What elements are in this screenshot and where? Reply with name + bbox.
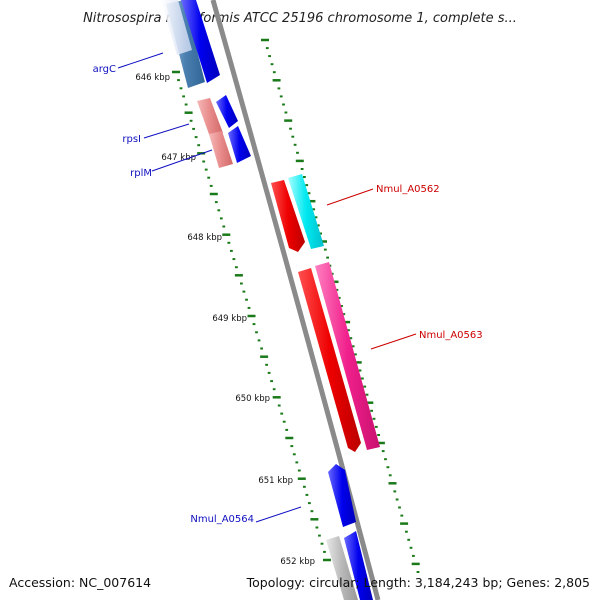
gene-rplM[interactable] — [209, 131, 233, 168]
gene-faded-top — [161, 0, 192, 55]
gene-forward-3[interactable] — [228, 126, 251, 163]
tick-track — [172, 38, 420, 573]
leader-rpsI — [143, 123, 190, 139]
tick-label-651: 651 kbp — [258, 476, 293, 486]
tick-label-652: 652 kbp — [280, 557, 315, 567]
gene-forward-1[interactable] — [181, 0, 220, 83]
gene-Nmul-A0564[interactable] — [328, 464, 356, 527]
tick-label-647: 647 kbp — [161, 153, 196, 163]
tick-label-646: 646 kbp — [135, 73, 170, 83]
gene-Nmul-A0562[interactable] — [271, 180, 305, 252]
gene-label-Nmul-A0564[interactable]: Nmul_A0564 — [190, 514, 254, 525]
tick-label-649: 649 kbp — [212, 314, 247, 324]
gene-label-rpsI[interactable]: rpsI — [122, 134, 141, 145]
gene-labels: argC rpsI rplM Nmul_A0562 Nmul_A0563 Nmu… — [93, 52, 483, 525]
leader-argC — [117, 52, 164, 69]
gene-Nmul-A0563[interactable] — [315, 262, 380, 450]
gene-rpsI[interactable] — [197, 98, 223, 137]
gene-label-Nmul-A0563[interactable]: Nmul_A0563 — [419, 330, 483, 341]
gene-cyan[interactable] — [288, 174, 324, 249]
gene-forward-bottom[interactable] — [344, 531, 373, 600]
scale-ticks: 646 kbp 647 kbp 648 kbp 649 kbp 650 kbp … — [135, 73, 315, 567]
leader-rplM — [151, 149, 213, 172]
gene-forward-2[interactable] — [216, 95, 238, 128]
gene-pseudo[interactable] — [326, 536, 358, 600]
map-title: Nitrosospira multiformis ATCC 25196 chro… — [83, 11, 517, 26]
gene-label-Nmul-A0562[interactable]: Nmul_A0562 — [376, 184, 440, 195]
accession-text: Accession: NC_007614 — [9, 575, 151, 590]
gene-features — [161, 0, 380, 600]
gene-label-argC[interactable]: argC — [93, 64, 116, 75]
tick-label-648: 648 kbp — [187, 233, 222, 243]
leader-Nmul-A0562 — [326, 188, 374, 206]
gene-label-rplM[interactable]: rplM — [130, 168, 152, 179]
gene-red-long[interactable] — [298, 268, 361, 452]
leader-Nmul-A0563 — [370, 333, 417, 350]
chromosome-backbone — [210, 0, 381, 600]
leader-Nmul-A0564 — [255, 506, 302, 523]
genome-summary-text: Topology: circular; Length: 3,184,243 bp… — [246, 575, 590, 590]
tick-label-650: 650 kbp — [235, 394, 270, 404]
